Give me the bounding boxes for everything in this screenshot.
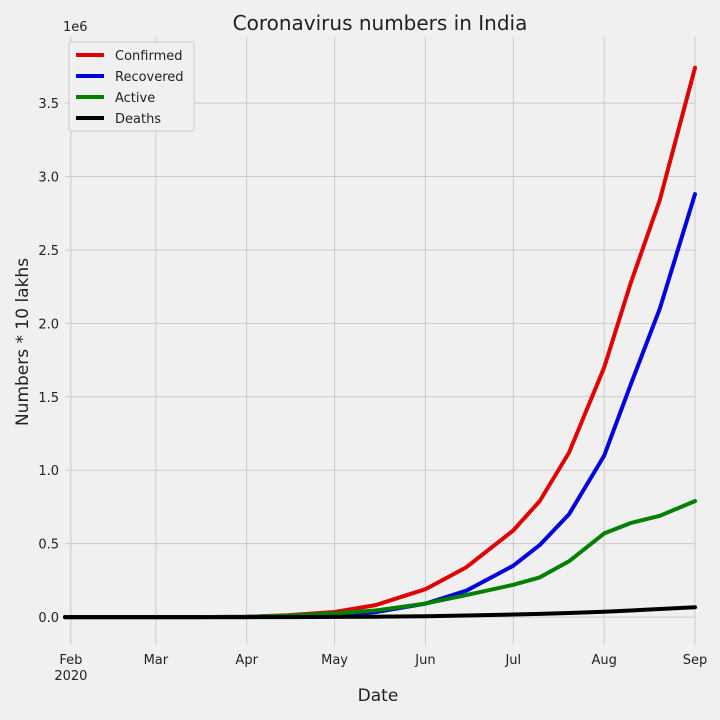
y-axis-ticks: 0.0 0.5 1.0 1.5 2.0 2.5 3.0 3.5 [38,97,59,626]
y-tick-label: 3.5 [38,97,59,112]
x-tick-sublabel: 2020 [54,669,87,684]
legend-label-confirmed: Confirmed [115,49,183,64]
legend-label-deaths: Deaths [115,112,161,127]
y-tick-label: 3.0 [38,171,59,186]
series-lines [63,65,697,620]
legend: Confirmed Recovered Active Deaths [68,41,195,132]
y-tick-label: 1.5 [38,391,59,406]
x-tick-label: May [321,653,348,668]
y-axis-label: Numbers * 10 lakhs [13,258,33,426]
y-offset-label: 1e6 [63,20,88,35]
y-tick-label: 2.5 [38,244,59,259]
x-tick-label: Jun [414,653,435,668]
x-axis-label: Date [358,686,399,706]
y-tick-label: 2.0 [38,317,59,332]
x-tick-label: Sep [683,653,708,668]
legend-label-active: Active [115,91,155,106]
y-tick-label: 0.5 [38,538,59,553]
x-tick-label: Aug [591,653,616,668]
legend-box [68,41,195,132]
y-tick-label: 0.0 [38,611,59,626]
x-tick-label: Mar [144,653,169,668]
y-tick-label: 1.0 [38,464,59,479]
chart-title: Coronavirus numbers in India [233,11,528,35]
x-tick-label: Jul [504,653,521,668]
series-line-deaths [63,605,697,620]
legend-label-recovered: Recovered [115,70,184,85]
x-tick-label: Apr [235,653,258,668]
x-tick-label: Feb [59,653,82,668]
